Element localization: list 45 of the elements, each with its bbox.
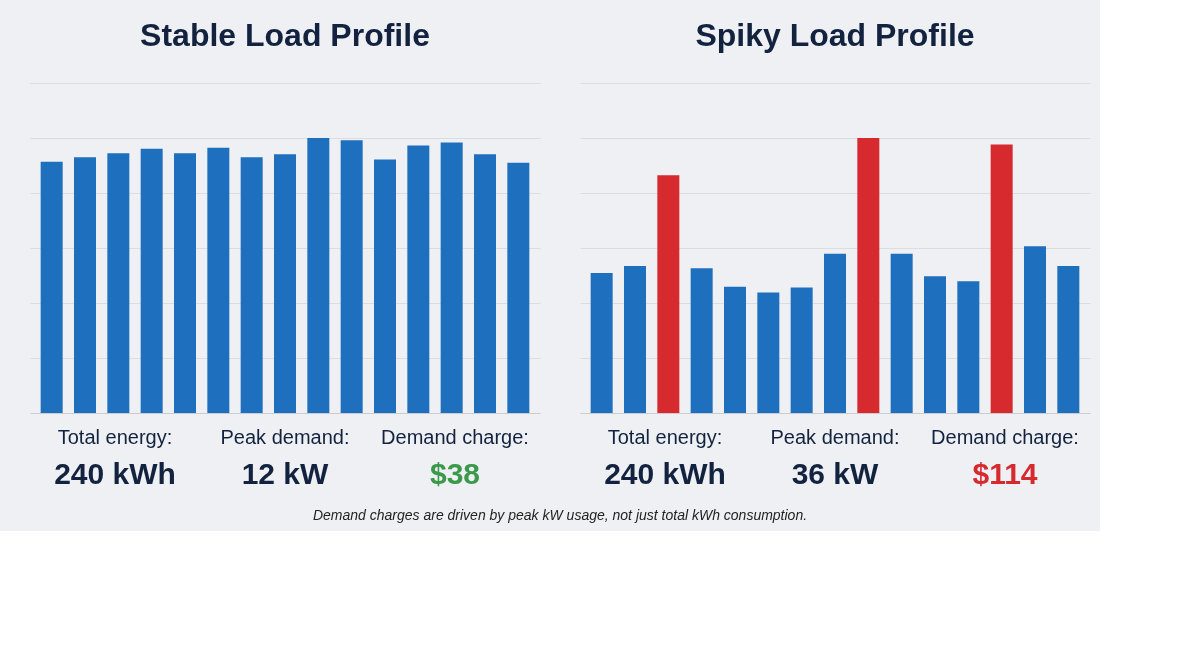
bar [724, 286, 746, 413]
bar [957, 281, 980, 413]
bar [857, 138, 880, 413]
bar [207, 147, 230, 413]
bar [990, 144, 1013, 413]
bar [274, 154, 296, 413]
bar [174, 153, 196, 413]
text: Demand charge: [931, 426, 1079, 448]
text: 240 kWh [604, 457, 726, 490]
bar [824, 253, 846, 413]
text: Total energy: [57, 426, 173, 448]
text: 36 kW [791, 457, 880, 490]
bar [374, 159, 396, 413]
text: Peak demand: [770, 426, 900, 448]
chart-title: Stable Load Profile [140, 17, 430, 53]
bar [757, 292, 780, 413]
bar [924, 276, 946, 413]
bar [440, 142, 463, 413]
bar [307, 138, 330, 413]
bar [1024, 246, 1046, 413]
bar [407, 145, 430, 413]
text: Peak demand: [220, 426, 350, 448]
bar [107, 153, 130, 413]
chart-title: Spiky Load Profile [695, 17, 975, 53]
bar [1057, 265, 1080, 413]
bar [140, 148, 163, 413]
text: Total energy: [607, 426, 723, 448]
bar [507, 162, 530, 413]
bar [890, 253, 913, 413]
bar [340, 140, 363, 413]
text: Demand charges are driven by peak kW usage, not just total kWh consumption. [312, 507, 808, 523]
bar [240, 157, 263, 413]
text: Demand charge: [381, 426, 529, 448]
bar [74, 157, 96, 413]
text: $114 [972, 457, 1038, 490]
text: 12 kW [241, 457, 330, 490]
text: $38 [429, 457, 481, 490]
bar [657, 175, 680, 413]
bar [624, 265, 646, 413]
text: 240 kWh [54, 457, 176, 490]
bar [474, 154, 496, 413]
bar [690, 268, 713, 413]
bar [40, 161, 63, 413]
bar [790, 287, 813, 413]
bar [590, 273, 613, 413]
